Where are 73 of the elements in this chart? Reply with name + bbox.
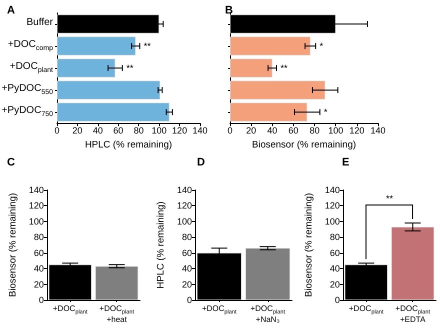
annotation: ** [386, 194, 394, 204]
x-axis-title: HPLC (% remaining) [84, 140, 172, 150]
bar [57, 80, 160, 100]
x-tick-label: 100 [152, 126, 167, 136]
chart-title: B [225, 4, 233, 16]
x-tick-label: 20 [72, 126, 82, 136]
data-label: ** [126, 63, 134, 74]
y-tick-label: 120 [176, 200, 192, 211]
x-tick-label: +DOC$_{plant}$ [348, 303, 384, 316]
x-tick-label: 40 [267, 126, 278, 136]
y-axis-title: HPLC (% remaining) [156, 201, 167, 289]
x-tick-label: +DOC$_{plant}$ +EDTA [395, 303, 430, 325]
y-tick-label: 0 [38, 295, 44, 305]
y-tick-label: +PyDOC$_{550}$ [2, 83, 53, 96]
x-tick-label: +DOC$_{plant}$ [202, 303, 237, 316]
bar [230, 80, 326, 100]
y-tick-label: Buffer [26, 17, 53, 29]
x-tick-label: +DOC$_{plant}$ [52, 303, 88, 316]
y-tick-label: 80 [330, 232, 340, 242]
x-tick-label: 80 [134, 126, 144, 136]
bar [230, 102, 308, 122]
x-tick-label: 40 [92, 126, 103, 136]
y-axis-title: Biosensor (% remaining) [8, 192, 18, 298]
x-tick-label: 80 [310, 126, 320, 136]
chart-title: E [342, 156, 350, 168]
y-tick-label: 20 [34, 279, 44, 290]
data-label: ** [280, 63, 288, 74]
x-tick-label: +DOC$_{plant}$ +heat [99, 303, 134, 325]
bar [57, 36, 136, 56]
x-axis-title: Biosensor (% remaining) [252, 140, 356, 150]
y-tick-label: 140 [324, 185, 340, 195]
x-tick-label: 0 [227, 126, 233, 136]
x-tick-label: 0 [54, 126, 60, 136]
y-axis-title: Biosensor (% remaining) [304, 192, 314, 298]
data-label: * [320, 41, 324, 52]
bar [57, 102, 170, 122]
y-tick-label: 80 [34, 232, 44, 242]
y-tick-label: 40 [182, 264, 192, 274]
y-tick-label: +DOC$_{comp}$ [8, 39, 53, 52]
y-tick-label: 40 [330, 264, 340, 274]
x-tick-label: 140 [370, 126, 386, 136]
y-tick-label: 120 [324, 200, 340, 211]
y-tick-label: 140 [176, 185, 192, 195]
y-tick-label: 100 [28, 216, 44, 226]
y-tick-label: 20 [330, 279, 340, 290]
bar [57, 58, 116, 78]
x-tick-label: 120 [349, 126, 364, 136]
x-tick-label: 60 [288, 126, 298, 136]
y-tick-label: 40 [34, 264, 44, 274]
y-tick-label: 100 [176, 216, 192, 226]
x-tick-label: +DOC$_{plant}$ +NaN₃ [250, 303, 286, 325]
x-tick-label: 140 [192, 126, 208, 136]
data-label: * [324, 107, 328, 118]
y-tick-label: 100 [324, 216, 340, 226]
y-tick-label: 140 [28, 185, 44, 195]
y-tick-label: 20 [182, 279, 192, 290]
y-tick-label: 120 [28, 200, 44, 211]
y-tick-label: 80 [182, 232, 192, 242]
y-tick-label: +DOC$_{plant}$ [10, 61, 53, 74]
data-label: ** [144, 41, 152, 52]
x-tick-label: 20 [246, 126, 256, 136]
chart-title: D [197, 156, 205, 168]
y-tick-label: 0 [334, 295, 340, 305]
y-tick-label: 60 [330, 248, 340, 258]
chart-title: C [7, 156, 15, 168]
chart-title: A [7, 4, 15, 16]
bar [230, 58, 272, 78]
bar [230, 36, 310, 56]
y-tick-label: 0 [186, 295, 192, 305]
y-tick-label: +PyDOC$_{750}$ [2, 105, 53, 118]
y-tick-label: 60 [182, 248, 192, 258]
x-tick-label: 60 [113, 126, 124, 136]
y-tick-label: 60 [34, 248, 44, 258]
